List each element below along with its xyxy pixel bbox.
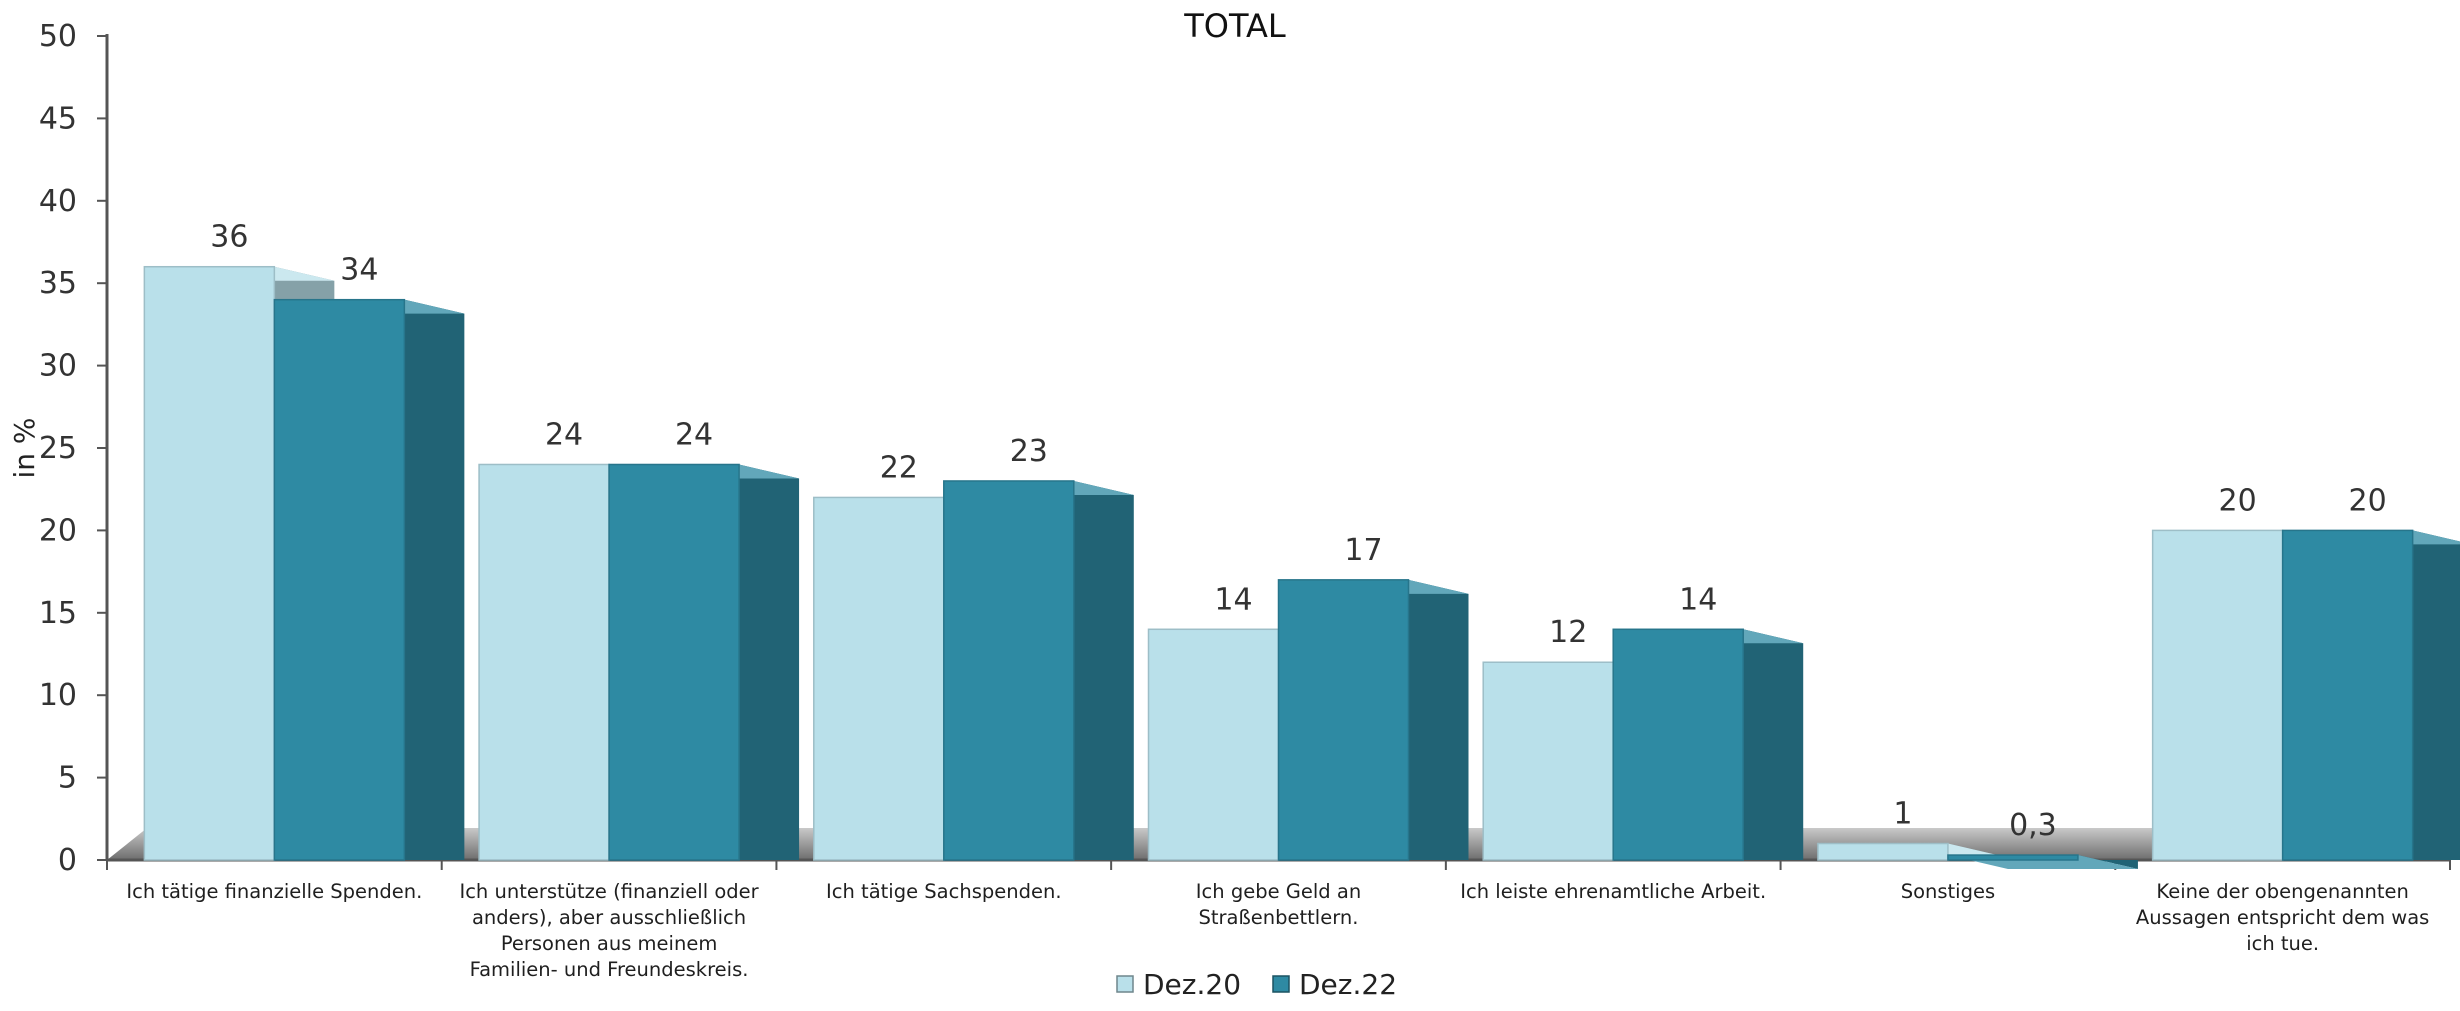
y-tick-label: 0: [58, 843, 77, 878]
category-label: Keine der obengenannten: [2156, 880, 2408, 903]
bar-value-label: 20: [2349, 483, 2387, 518]
bar-front: [608, 463, 740, 861]
y-tick-label: 45: [39, 101, 77, 136]
bar-value-label: 0,3: [2009, 808, 2057, 843]
legend-label: Dez.20: [1143, 968, 1241, 1001]
y-axis-label: in %: [8, 417, 41, 478]
y-tick-label: 10: [39, 678, 77, 713]
bar-front: [1947, 854, 2079, 861]
bar: [1612, 628, 1804, 861]
bar-value-label: 14: [1679, 582, 1717, 617]
bar-front: [2281, 529, 2414, 861]
bar-front: [1147, 628, 1280, 861]
bar-value-label: 20: [2219, 483, 2257, 518]
chart-title: TOTAL: [1183, 7, 1286, 45]
legend-swatch: [1116, 975, 1134, 993]
bar-value-label: 14: [1214, 582, 1252, 617]
bar-value-label: 17: [1344, 533, 1382, 568]
bar-front: [1277, 579, 1410, 861]
y-tick-label: 15: [39, 596, 77, 631]
category-label: Ich tätige Sachspenden.: [826, 880, 1062, 903]
y-tick-label: 30: [39, 349, 77, 384]
category-label: Personen aus meinem: [501, 932, 718, 955]
legend-swatch: [1272, 975, 1290, 993]
bar-side: [404, 299, 465, 860]
legend: Dez.20 Dez.22: [1116, 968, 1397, 1001]
bar: [608, 463, 800, 861]
bar-front: [943, 480, 1075, 861]
y-tick-label: 40: [39, 184, 77, 219]
category-label: Ich tätige finanzielle Spenden.: [126, 880, 422, 903]
bar-value-label: 1: [1893, 797, 1912, 832]
y-tick-label: 20: [39, 513, 77, 548]
bar-value-label: 22: [880, 450, 918, 485]
bar-side: [1073, 480, 1134, 860]
bar-value-label: 23: [1010, 434, 1048, 469]
category-label: Aussagen entspricht dem was: [2136, 906, 2429, 929]
y-tick-label: 5: [58, 761, 77, 796]
bar: [1277, 579, 1469, 861]
bar: [1947, 854, 2138, 870]
bar-front: [2151, 529, 2284, 861]
y-tick-label: 25: [39, 431, 77, 466]
category-label: Ich leiste ehrenamtliche Arbeit.: [1460, 880, 1766, 903]
category-label: anders), aber ausschließlich: [472, 906, 746, 929]
category-label: Straßenbettlern.: [1199, 906, 1359, 929]
bar: [2281, 529, 2460, 861]
category-label: Ich gebe Geld an: [1196, 880, 1361, 903]
category-label: ich tue.: [2246, 932, 2319, 955]
bar-value-label: 34: [340, 253, 378, 288]
category-label: Sonstiges: [1901, 880, 1995, 903]
bar-front: [813, 496, 945, 861]
y-tick-label: 50: [39, 19, 77, 54]
bar-value-label: 24: [545, 417, 583, 452]
bar-value-label: 24: [675, 417, 713, 452]
bar-side: [2412, 530, 2460, 860]
bar-front: [1817, 842, 1949, 861]
bar-front: [1612, 628, 1744, 861]
bar-front: [273, 298, 406, 861]
bar-front: [478, 463, 610, 861]
bar-front: [1482, 661, 1614, 861]
bar: [943, 480, 1134, 861]
bar: [273, 298, 465, 861]
bar-side: [1743, 629, 1804, 860]
bar-side: [1408, 579, 1469, 860]
category-label: Familien- und Freundeskreis.: [470, 958, 749, 981]
legend-label: Dez.22: [1299, 968, 1397, 1001]
y-tick-label: 35: [39, 266, 77, 301]
bar-value-label: 36: [210, 220, 248, 255]
bar-side: [739, 464, 800, 860]
category-label: Ich unterstütze (finanziell oder: [459, 880, 759, 903]
bar-value-label: 12: [1549, 615, 1587, 650]
bar-front: [143, 265, 276, 861]
